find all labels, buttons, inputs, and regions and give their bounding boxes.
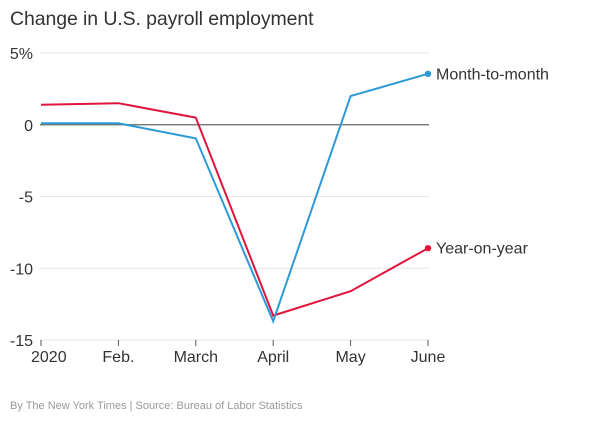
gridlines	[40, 52, 429, 341]
x-tick-label: 2020	[31, 349, 67, 366]
series-label-month-to-month: Month-to-month	[436, 66, 549, 83]
y-axis-ticks: 5% 0 -5 -10 -15	[10, 46, 33, 350]
x-tick-label: Feb.	[102, 349, 134, 366]
line-year-on-year	[40, 102, 429, 317]
y-tick-label: 0	[24, 118, 33, 135]
x-tick-label: May	[335, 349, 365, 366]
y-tick-label: -5	[19, 190, 33, 207]
series-lines	[40, 70, 432, 325]
x-tick-label: April	[257, 349, 289, 366]
x-tick-label: March	[174, 349, 218, 366]
source-credit: By The New York Times | Source: Bureau o…	[10, 400, 303, 412]
series-labels: Year-on-year Month-to-month	[436, 66, 549, 257]
x-tick-label: June	[411, 349, 446, 366]
y-tick-label: 5%	[10, 46, 33, 63]
y-tick-label: -15	[10, 333, 33, 350]
y-tick-label: -10	[10, 261, 33, 278]
series-label-year-on-year: Year-on-year	[436, 241, 529, 258]
chart-title: Change in U.S. payroll employment	[10, 8, 314, 30]
x-axis: 2020 Feb. March April May June	[31, 340, 445, 366]
endpoint-year-on-year	[424, 244, 432, 252]
endpoint-month-to-month	[424, 70, 432, 78]
line-month-to-month	[41, 72, 429, 325]
